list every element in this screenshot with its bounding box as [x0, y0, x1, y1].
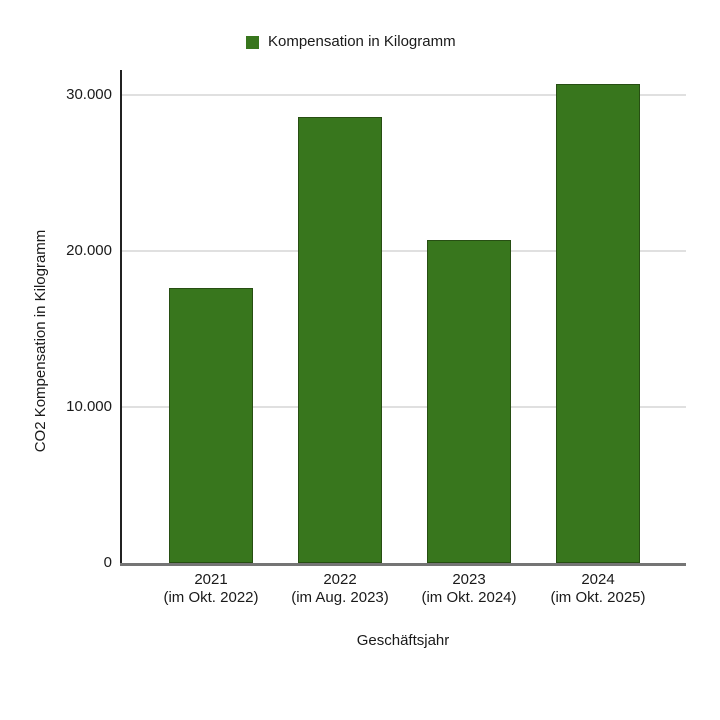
x-tick-year: 2022: [323, 571, 357, 588]
x-tick-sublabel: (im Okt. 2022): [163, 589, 259, 606]
legend: Kompensation in Kilogramm: [246, 34, 456, 50]
x-tick-sublabel: (im Aug. 2023): [291, 589, 389, 606]
gridline: [120, 250, 686, 252]
bar: [427, 240, 511, 563]
y-tick-label: 10.000: [66, 398, 112, 415]
x-tick-sublabel: (im Okt. 2024): [421, 589, 517, 606]
gridline: [120, 94, 686, 96]
x-tick-label: 2021 (im Okt. 2022): [131, 571, 291, 607]
y-axis-title-text: CO2 Kompensation in Kilogramm: [31, 229, 49, 453]
legend-label: Kompensation in Kilogramm: [268, 33, 456, 50]
x-tick-year: 2024: [581, 571, 615, 588]
x-tick-sublabel: (im Okt. 2025): [550, 589, 646, 606]
bar: [169, 288, 253, 563]
x-axis-baseline: [120, 563, 686, 566]
y-axis-line: [120, 70, 122, 566]
bar: [298, 116, 382, 563]
y-tick-label: 0: [103, 554, 112, 571]
y-tick-label: 20.000: [66, 242, 112, 259]
x-tick-year: 2023: [452, 571, 486, 588]
legend-swatch-icon: [246, 35, 259, 49]
x-tick-label: 2024 (im Okt. 2025): [518, 571, 678, 607]
x-tick-label: 2022 (im Aug. 2023): [260, 571, 420, 607]
y-tick-label: 30.000: [66, 86, 112, 103]
x-tick-year: 2021: [194, 571, 228, 588]
gridline: [120, 406, 686, 408]
x-axis-title: Geschäftsjahr: [356, 632, 450, 649]
bar: [556, 84, 640, 563]
x-tick-label: 2023 (im Okt. 2024): [389, 571, 549, 607]
